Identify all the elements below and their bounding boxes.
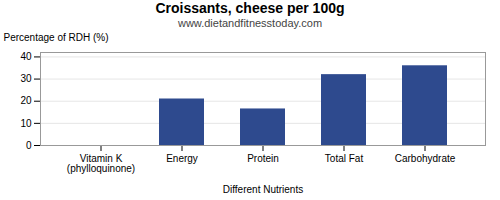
- svg-text:Percentage of RDH (%): Percentage of RDH (%): [4, 32, 109, 43]
- svg-text:20: 20: [20, 95, 32, 106]
- svg-text:Different Nutrients: Different Nutrients: [223, 184, 303, 195]
- svg-text:Energy: Energy: [166, 153, 198, 164]
- svg-text:Total Fat: Total Fat: [325, 153, 364, 164]
- svg-text:30: 30: [20, 73, 32, 84]
- svg-text:Protein: Protein: [247, 153, 279, 164]
- svg-text:Carbohydrate: Carbohydrate: [395, 153, 456, 164]
- svg-text:0: 0: [26, 140, 32, 151]
- html-text:Croissants, cheese per 100g: Croissants, cheese per 100g: [155, 0, 345, 16]
- svg-text:40: 40: [20, 51, 32, 62]
- svg-text:Vitamin K(phylloquinone): Vitamin K(phylloquinone): [67, 153, 135, 174]
- html-text:www.dietandfitnesstoday.com: www.dietandfitnesstoday.com: [178, 17, 322, 29]
- svg-text:10: 10: [20, 118, 32, 129]
